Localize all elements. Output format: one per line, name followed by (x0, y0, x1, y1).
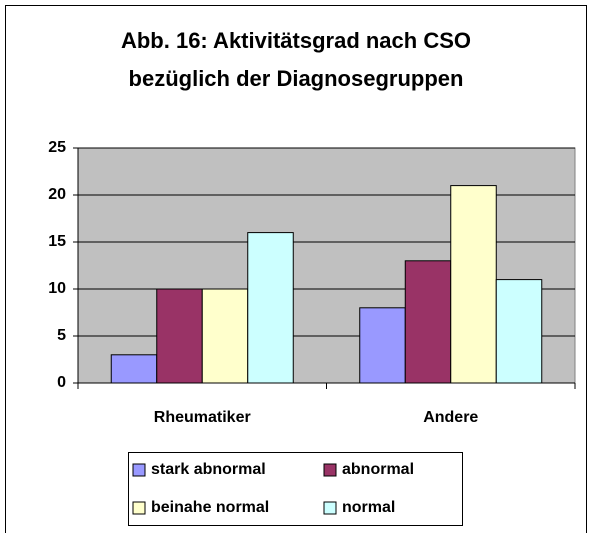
legend (128, 452, 463, 526)
legend-swatch (132, 501, 146, 515)
bar (404, 260, 452, 384)
y-tick-label: 5 (57, 327, 66, 344)
bar (201, 288, 249, 384)
legend-swatch (323, 501, 337, 515)
y-tick-label: 25 (48, 139, 66, 156)
y-tick-label: 0 (57, 374, 66, 391)
legend-label: beinahe normal (151, 499, 269, 516)
bar (156, 288, 203, 384)
bar (110, 354, 158, 384)
legend-label: normal (342, 499, 395, 516)
bar (495, 279, 543, 384)
bar (247, 232, 294, 384)
legend-swatch (132, 463, 146, 477)
x-tick-label: Rheumatiker (154, 409, 251, 426)
chart-title: bezüglich der Diagnosegruppen (129, 66, 464, 91)
y-tick-label: 10 (48, 280, 66, 297)
chart-title: Abb. 16: Aktivitätsgrad nach CSO (121, 28, 471, 53)
legend-label: stark abnormal (151, 461, 266, 478)
bar (359, 307, 406, 384)
y-tick-label: 15 (48, 233, 66, 250)
legend-swatch (323, 463, 337, 477)
legend-label: abnormal (342, 461, 414, 478)
x-tick-label: Andere (423, 409, 478, 426)
bar (450, 185, 497, 384)
y-tick-label: 20 (48, 186, 66, 203)
